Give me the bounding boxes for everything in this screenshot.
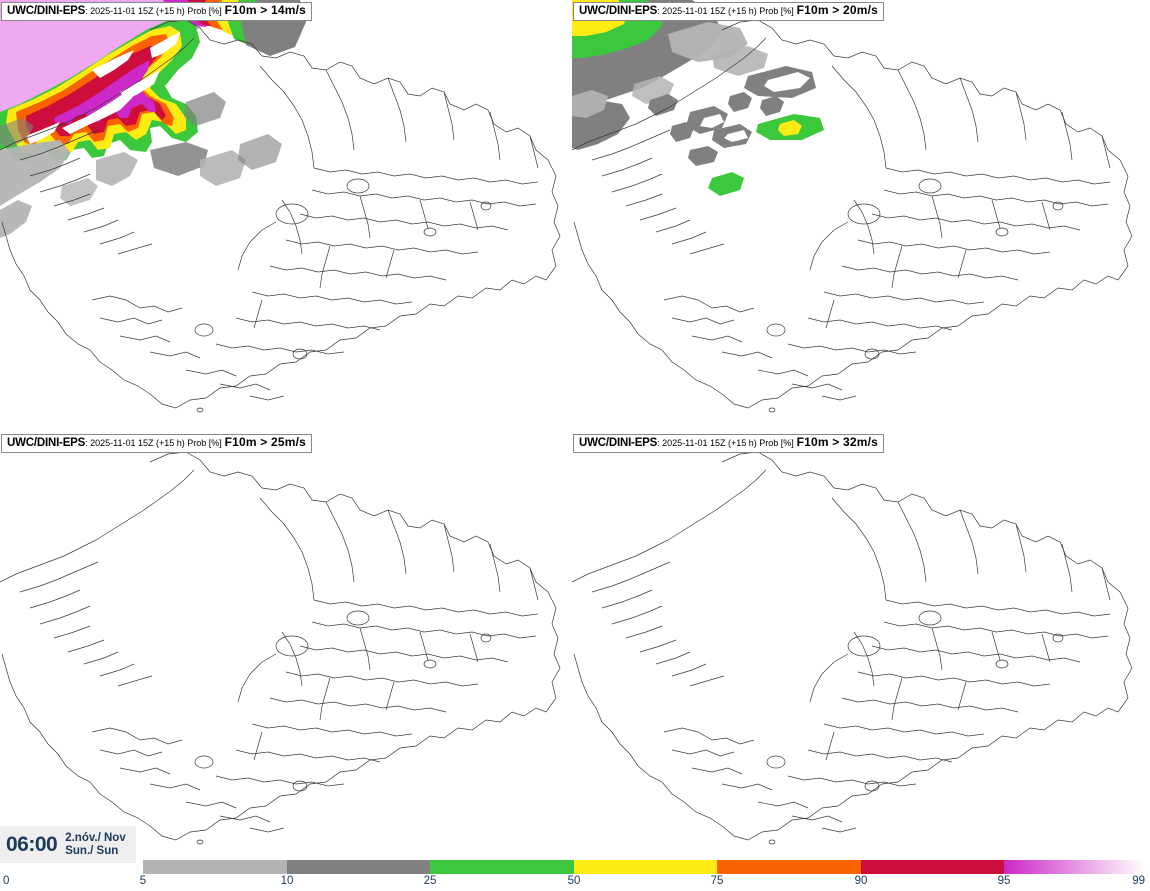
probability-colorbar[interactable]: 0 5 10 25 50 75 90 95 99 <box>0 860 1150 891</box>
colorbar-segment-95-99 <box>1004 860 1145 874</box>
panel-variable-label: F10m > 32m/s <box>796 435 879 449</box>
colorbar-tick-labels: 0 5 10 25 50 75 90 95 99 <box>0 875 1150 891</box>
forecast-panel-f10m-14[interactable]: UWC/DINI-EPS: 2025-11-01 15Z (+15 h) Pro… <box>0 0 568 430</box>
colorbar-tick-95: 95 <box>997 875 1011 887</box>
panel-run-label: : 2025-11-01 15Z (+15 h) Prob [%] <box>657 6 794 16</box>
colorbar-tick-90: 90 <box>854 875 868 887</box>
probability-map-f10m-14 <box>0 0 568 430</box>
panel-model-label: UWC/DINI-EPS <box>7 5 86 17</box>
panel-model-label: UWC/DINI-EPS <box>7 437 86 449</box>
colorbar-tick-75: 75 <box>710 875 724 887</box>
colorbar-segment-10-25 <box>287 860 430 874</box>
panel-title-f10m-20: UWC/DINI-EPS: 2025-11-01 15Z (+15 h) Pro… <box>573 2 885 21</box>
panel-variable-label: F10m > 20m/s <box>796 3 879 17</box>
footer-bar: 06:00 2.nóv./ Nov Sun./ Sun 0 5 10 25 50 75 90… <box>0 824 1150 891</box>
panel-run-label: : 2025-11-01 15Z (+15 h) Prob [%] <box>657 438 794 448</box>
valid-time-box: 06:00 2.nóv./ Nov Sun./ Sun <box>0 826 136 863</box>
colorbar-tick-25: 25 <box>423 875 437 887</box>
colorbar-segment-75-90 <box>717 860 861 874</box>
colorbar-segment-25-50 <box>430 860 574 874</box>
probability-map-f10m-25 <box>0 432 568 862</box>
probability-map-f10m-20 <box>572 0 1140 430</box>
panel-model-label: UWC/DINI-EPS <box>579 5 658 17</box>
colorbar-segment-50-75 <box>574 860 717 874</box>
panel-run-label: : 2025-11-01 15Z (+15 h) Prob [%] <box>85 6 222 16</box>
colorbar-tick-0: 0 <box>3 875 10 887</box>
forecast-panel-f10m-20[interactable]: UWC/DINI-EPS: 2025-11-01 15Z (+15 h) Pro… <box>572 0 1140 430</box>
valid-date-line1: 2.nóv./ Nov <box>65 831 126 844</box>
panel-title-f10m-14: UWC/DINI-EPS: 2025-11-01 15Z (+15 h) Pro… <box>1 2 313 21</box>
forecast-panel-f10m-32[interactable]: UWC/DINI-EPS: 2025-11-01 15Z (+15 h) Pro… <box>572 432 1140 862</box>
valid-date-line2: Sun./ Sun <box>65 844 119 857</box>
colorbar-segment-5-10 <box>143 860 287 874</box>
colorbar-gradient <box>143 860 1147 874</box>
colorbar-tick-10: 10 <box>280 875 294 887</box>
colorbar-tick-5: 5 <box>139 875 147 887</box>
colorbar-tick-50: 50 <box>567 875 581 887</box>
panel-title-f10m-25: UWC/DINI-EPS: 2025-11-01 15Z (+15 h) Pro… <box>1 434 313 453</box>
panel-title-f10m-32: UWC/DINI-EPS: 2025-11-01 15Z (+15 h) Pro… <box>573 434 885 453</box>
panel-model-label: UWC/DINI-EPS <box>579 437 658 449</box>
valid-date-labels: 2.nóv./ Nov Sun./ Sun <box>65 832 126 858</box>
probability-map-f10m-32 <box>572 432 1140 862</box>
forecast-panel-f10m-25[interactable]: UWC/DINI-EPS: 2025-11-01 15Z (+15 h) Pro… <box>0 432 568 862</box>
prob-band-95-99-fjords <box>54 60 156 124</box>
panel-run-label: : 2025-11-01 15Z (+15 h) Prob [%] <box>85 438 222 448</box>
forecast-panel-grid: UWC/DINI-EPS: 2025-11-01 15Z (+15 h) Pro… <box>0 0 1140 862</box>
panel-variable-label: F10m > 25m/s <box>224 435 307 449</box>
colorbar-tick-99: 99 <box>1132 875 1145 887</box>
valid-time-clock: 06:00 <box>6 832 58 856</box>
colorbar-segment-90-95 <box>861 860 1004 874</box>
panel-variable-label: F10m > 14m/s <box>224 3 307 17</box>
